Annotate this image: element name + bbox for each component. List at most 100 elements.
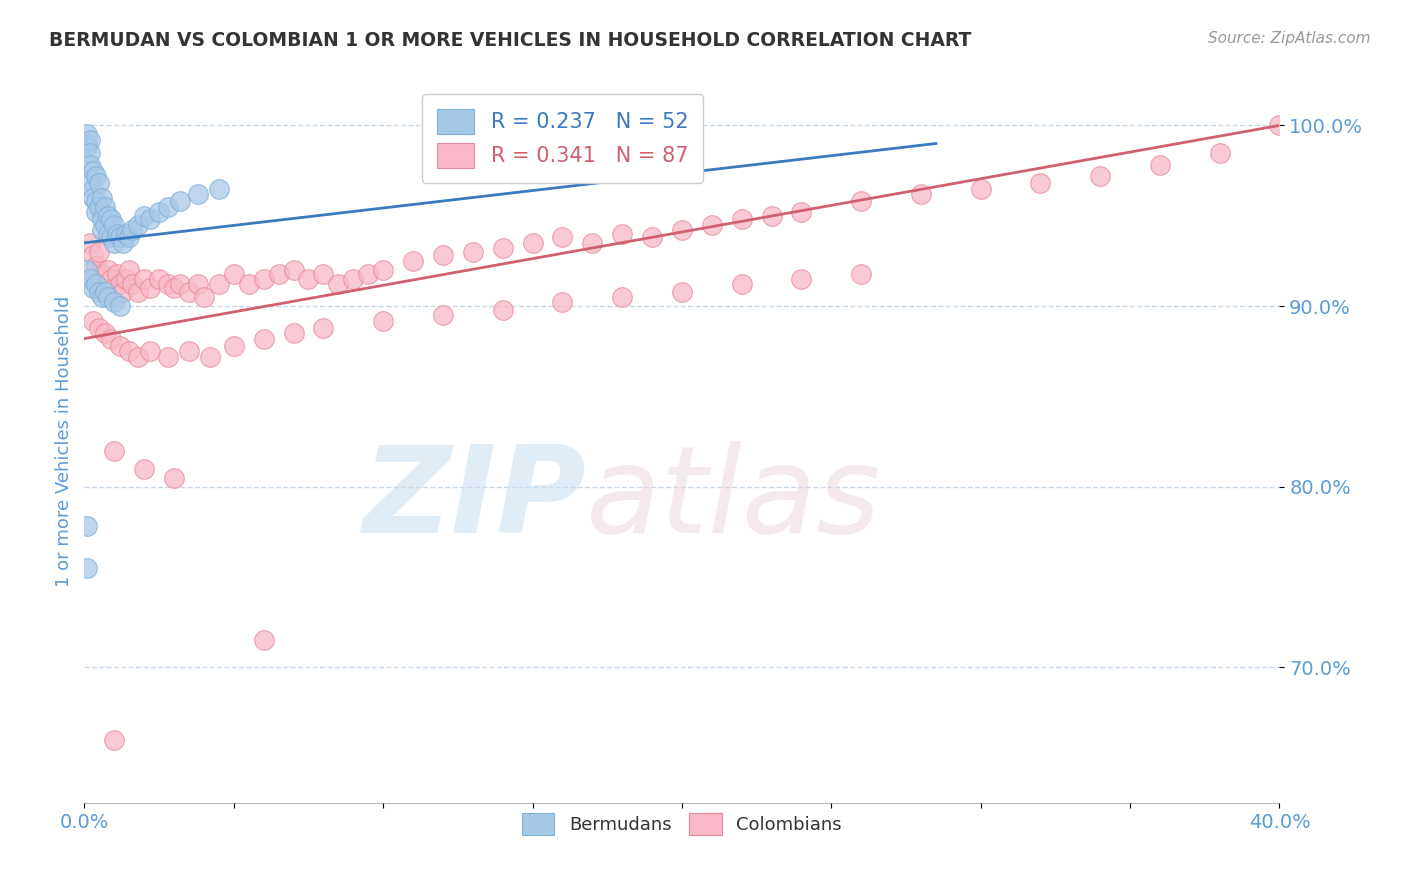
Point [373, 263, 395, 277]
Point [492, 241, 515, 255]
Point [86, 260, 108, 274]
Point [193, 290, 215, 304]
Point [100, 272, 122, 286]
Point [89, 176, 111, 190]
Point [700, 218, 723, 232]
Point [432, 248, 454, 262]
Point [76, 561, 98, 575]
Point [118, 230, 141, 244]
Point [112, 285, 135, 299]
Point [790, 272, 813, 286]
Point [612, 290, 634, 304]
Point [94, 277, 117, 292]
Point [115, 272, 138, 286]
Point [127, 285, 149, 299]
Point [148, 272, 170, 286]
Point [910, 187, 932, 202]
Point [97, 263, 120, 277]
Point [208, 181, 231, 195]
Point [94, 326, 117, 340]
Point [82, 281, 104, 295]
Point [851, 194, 873, 209]
Point [110, 277, 132, 292]
Point [91, 290, 114, 304]
Point [761, 209, 783, 223]
Point [222, 339, 245, 353]
Point [103, 235, 125, 250]
Point [177, 344, 200, 359]
Point [79, 158, 101, 172]
Point [139, 281, 162, 295]
Point [157, 200, 180, 214]
Point [187, 277, 209, 292]
Point [97, 209, 120, 223]
Point [157, 350, 180, 364]
Point [1209, 145, 1232, 160]
Point [86, 194, 108, 209]
Point [671, 223, 693, 237]
Point [139, 344, 162, 359]
Point [169, 194, 191, 209]
Point [94, 285, 117, 299]
Point [253, 633, 276, 648]
Point [82, 181, 104, 195]
Point [253, 272, 276, 286]
Point [551, 295, 574, 310]
Point [110, 230, 132, 244]
Point [970, 181, 993, 195]
Point [522, 235, 544, 250]
Point [89, 244, 111, 259]
Point [89, 200, 111, 214]
Point [89, 320, 111, 334]
Point [492, 302, 515, 317]
Point [238, 277, 260, 292]
Point [76, 136, 98, 151]
Point [790, 205, 813, 219]
Point [671, 285, 693, 299]
Point [76, 519, 98, 533]
Point [1268, 119, 1291, 133]
Point [187, 187, 209, 202]
Point [1090, 169, 1112, 183]
Point [82, 313, 104, 327]
Y-axis label: 1 or more Vehicles in Household: 1 or more Vehicles in Household [55, 296, 73, 587]
Point [253, 332, 276, 346]
Text: atlas: atlas [586, 441, 882, 558]
Point [283, 263, 305, 277]
Point [612, 227, 634, 241]
Point [127, 218, 149, 232]
Point [297, 272, 319, 286]
Point [105, 267, 128, 281]
Point [163, 281, 186, 295]
Point [82, 248, 104, 262]
Point [91, 223, 114, 237]
Point [402, 253, 425, 268]
Point [222, 267, 245, 281]
Point [169, 277, 191, 292]
Point [82, 163, 104, 178]
Point [731, 277, 754, 292]
Point [157, 277, 180, 292]
Point [82, 191, 104, 205]
Legend: Bermudans, Colombians: Bermudans, Colombians [509, 801, 855, 848]
Point [115, 227, 138, 241]
Point [86, 169, 108, 183]
Point [86, 205, 108, 219]
Text: BERMUDAN VS COLOMBIAN 1 OR MORE VEHICLES IN HOUSEHOLD CORRELATION CHART: BERMUDAN VS COLOMBIAN 1 OR MORE VEHICLES… [49, 31, 972, 50]
Text: Source: ZipAtlas.com: Source: ZipAtlas.com [1208, 31, 1371, 46]
Point [342, 272, 364, 286]
Point [312, 320, 335, 334]
Point [148, 205, 170, 219]
Point [103, 218, 125, 232]
Point [79, 272, 101, 286]
Point [127, 350, 149, 364]
Point [328, 277, 350, 292]
Point [118, 344, 141, 359]
Point [100, 230, 122, 244]
Point [76, 140, 98, 154]
Point [103, 281, 125, 295]
Point [267, 267, 290, 281]
Point [373, 313, 395, 327]
Point [551, 230, 574, 244]
Point [86, 277, 108, 292]
